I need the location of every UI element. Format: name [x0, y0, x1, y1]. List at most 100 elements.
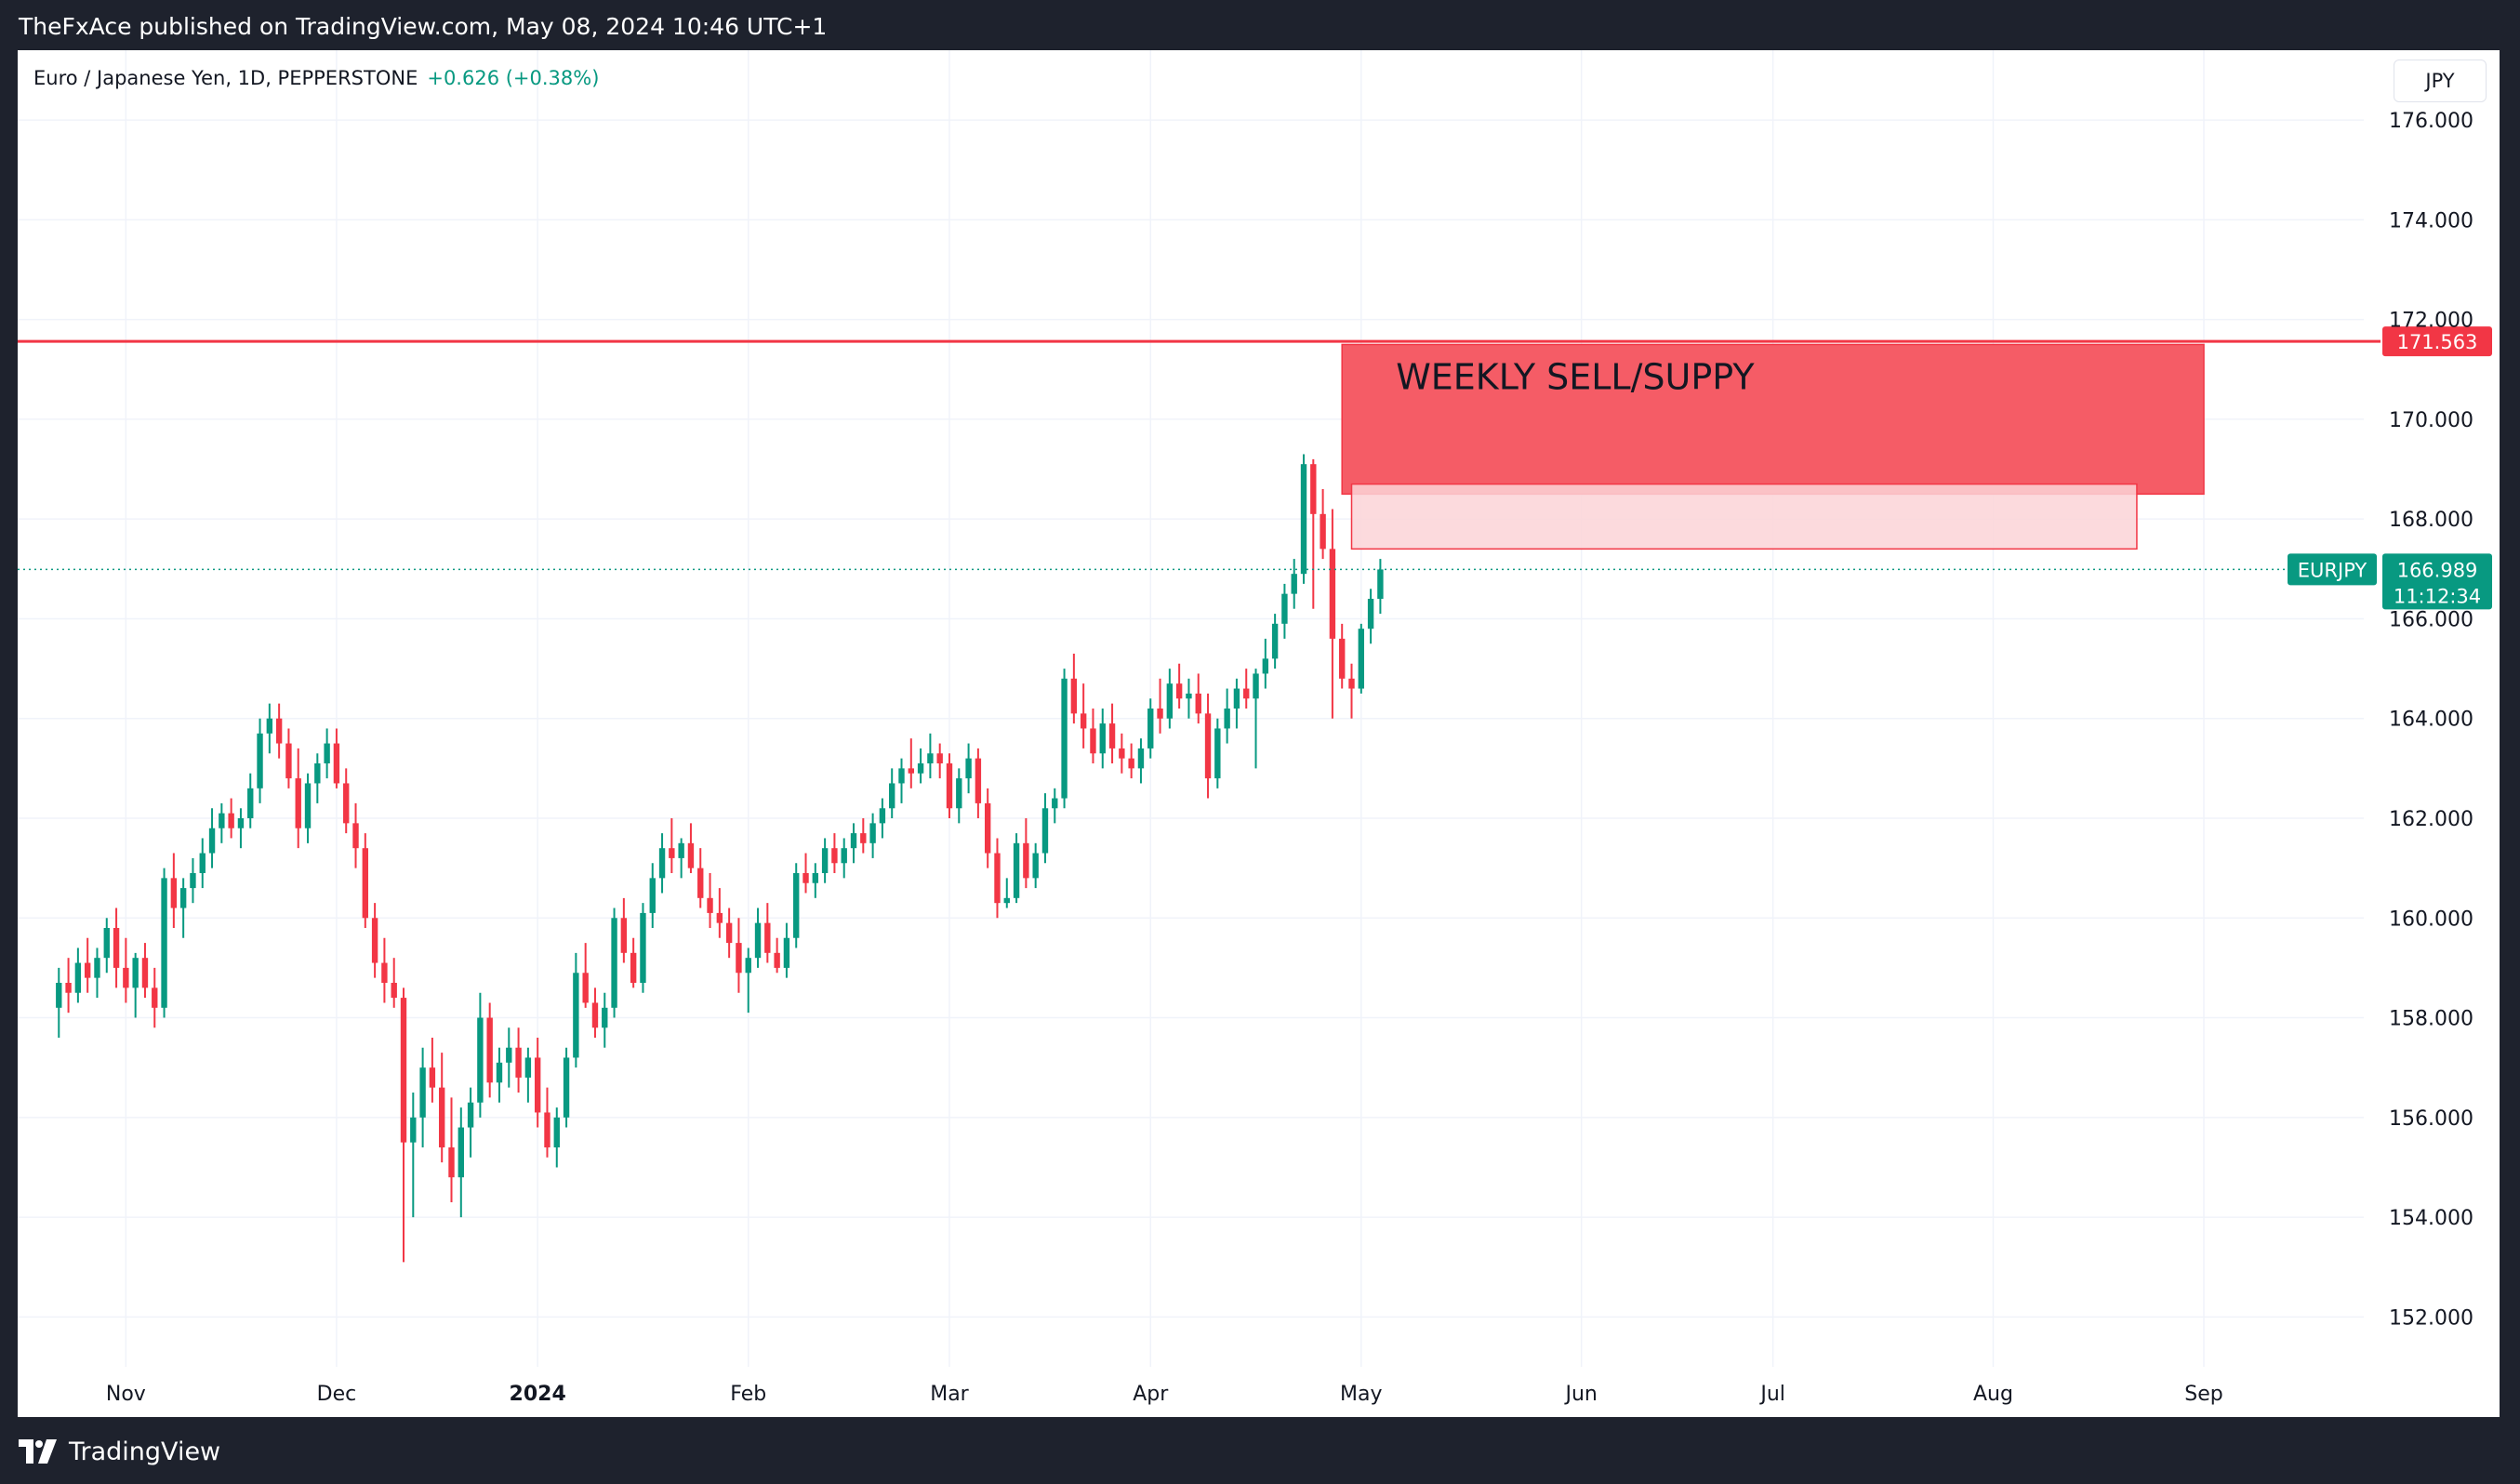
candles: [56, 454, 1384, 1263]
candle-body: [113, 928, 120, 968]
candle-body: [602, 1007, 608, 1028]
candle-body: [1023, 842, 1029, 879]
x-tick-label: Jul: [1758, 1383, 1785, 1406]
candle: [793, 863, 800, 948]
candle-body: [1358, 629, 1364, 689]
candle-body: [1061, 678, 1068, 799]
candle: [678, 838, 684, 879]
candle: [170, 853, 178, 928]
candle-body: [1186, 693, 1192, 699]
candle: [506, 1027, 512, 1088]
candle-body: [141, 958, 149, 988]
candle: [1090, 709, 1096, 763]
candle-body: [1253, 673, 1259, 699]
chart-panel[interactable]: [18, 50, 2500, 1417]
candle: [161, 868, 167, 1018]
x-tick-label: Aug: [1973, 1383, 2013, 1406]
candle: [573, 952, 579, 1068]
candle: [314, 753, 321, 803]
candle: [65, 958, 72, 1014]
candle-body: [1099, 723, 1106, 754]
candle: [1262, 638, 1269, 689]
candle: [1137, 738, 1145, 784]
candle-body: [410, 1117, 417, 1143]
candle: [869, 813, 876, 858]
candle-body: [496, 1062, 503, 1083]
candle-body: [544, 1112, 550, 1147]
candle: [56, 967, 62, 1038]
y-tick-label: 162.000: [2389, 808, 2474, 831]
candle: [1320, 489, 1326, 560]
candle: [821, 838, 829, 883]
candle-body: [1214, 728, 1221, 779]
candle: [889, 768, 895, 818]
candle-body: [170, 878, 178, 908]
tradingview-brand[interactable]: TradingView: [19, 1436, 220, 1467]
candle-body: [553, 1117, 560, 1147]
symbol-description: Euro / Japanese Yen, 1D, PEPPERSTONE: [33, 67, 418, 89]
candle: [371, 903, 378, 978]
candle: [669, 818, 675, 873]
candle-body: [994, 853, 1001, 904]
candle: [563, 1047, 570, 1128]
candle: [190, 857, 196, 904]
candle-body: [161, 878, 167, 1008]
y-tick-label: 166.000: [2389, 608, 2474, 631]
candle-body: [219, 813, 225, 828]
candle-body: [1300, 464, 1307, 575]
candle-body: [333, 743, 340, 784]
candle-body: [908, 768, 914, 774]
candle-body: [1339, 638, 1346, 679]
candle: [1214, 718, 1221, 788]
candle-body: [889, 783, 895, 809]
x-tick-label: Mar: [930, 1383, 969, 1406]
candle-body: [467, 1102, 474, 1128]
candle-body: [65, 983, 72, 993]
y-tick-label: 160.000: [2389, 908, 2474, 931]
candle-body: [975, 758, 982, 803]
candle: [1119, 733, 1125, 774]
candle-body: [658, 848, 666, 879]
candle-body: [439, 1087, 445, 1147]
candle: [707, 873, 713, 928]
candle: [936, 743, 943, 779]
candle-body: [266, 718, 273, 734]
candle: [1013, 833, 1020, 904]
candle: [113, 908, 120, 988]
symbol-legend[interactable]: Euro / Japanese Yen, 1D, PEPPERSTONE +0.6…: [33, 67, 599, 89]
candle-body: [1204, 713, 1212, 779]
candle-body: [324, 743, 330, 763]
candle: [74, 947, 82, 1003]
candle: [658, 833, 666, 894]
price-lines: 171.563 EURJPY 166.989 11:12:34: [18, 326, 2492, 610]
candle-body: [764, 922, 771, 953]
candle-body: [1329, 549, 1336, 639]
candle: [247, 773, 254, 828]
candle-body: [237, 818, 245, 828]
candle-body: [956, 778, 962, 809]
candle-body: [1157, 709, 1163, 719]
candle: [1061, 669, 1068, 809]
zones: WEEKLY SELL/SUPPY: [1341, 343, 2205, 550]
candle: [1300, 454, 1307, 584]
candle: [630, 937, 637, 988]
candle: [1377, 559, 1384, 615]
candle: [917, 748, 924, 784]
candle-body: [458, 1127, 464, 1178]
candle: [1052, 788, 1058, 824]
candle: [1204, 693, 1212, 799]
candle: [219, 802, 225, 843]
candle-body: [563, 1057, 570, 1118]
candle-body: [1128, 758, 1134, 769]
candle: [439, 1053, 445, 1163]
candle: [524, 1047, 532, 1103]
candle-body: [1137, 748, 1145, 769]
candle: [725, 908, 733, 959]
candle-body: [1291, 574, 1297, 594]
candle-body: [716, 912, 723, 923]
currency-button[interactable]: JPY: [2394, 60, 2487, 102]
candle-body: [1108, 723, 1116, 749]
candle-body: [257, 733, 263, 788]
candle-body: [400, 998, 407, 1143]
